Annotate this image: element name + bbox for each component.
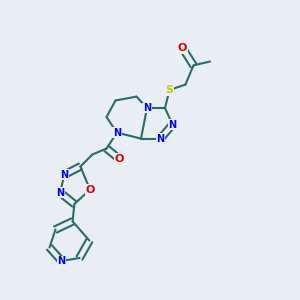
Text: S: S: [166, 85, 173, 95]
Text: N: N: [113, 128, 121, 138]
Text: O: O: [178, 43, 187, 53]
Text: O: O: [85, 184, 95, 195]
Text: N: N: [143, 103, 151, 113]
Text: N: N: [168, 119, 177, 130]
Text: N: N: [156, 134, 165, 144]
Text: N: N: [56, 188, 64, 198]
Text: N: N: [60, 169, 69, 180]
Text: O: O: [115, 154, 124, 164]
Text: N: N: [57, 256, 66, 266]
